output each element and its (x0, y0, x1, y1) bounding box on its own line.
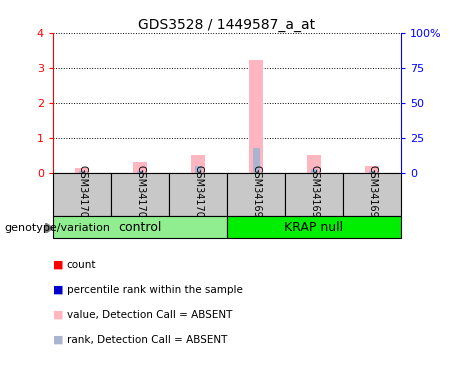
Text: rank, Detection Call = ABSENT: rank, Detection Call = ABSENT (67, 335, 227, 345)
Bar (78, 171, 85, 172)
Text: GSM341698: GSM341698 (309, 165, 319, 224)
Bar (343, 172, 401, 216)
Bar (53, 172, 111, 216)
Bar (53, 216, 227, 238)
Bar (249, 60, 263, 172)
Polygon shape (45, 223, 53, 233)
Bar (195, 166, 201, 172)
Text: percentile rank within the sample: percentile rank within the sample (67, 285, 243, 295)
Bar (133, 162, 147, 172)
Bar (369, 171, 376, 172)
Text: GSM341700: GSM341700 (77, 165, 87, 224)
Bar (136, 171, 143, 172)
Bar (227, 172, 285, 216)
Bar (307, 155, 321, 172)
Bar (75, 168, 89, 172)
Text: GSM341702: GSM341702 (193, 165, 203, 224)
Text: GSM341697: GSM341697 (251, 165, 261, 224)
Text: value, Detection Call = ABSENT: value, Detection Call = ABSENT (67, 310, 232, 320)
Text: genotype/variation: genotype/variation (5, 223, 111, 233)
Bar (111, 172, 169, 216)
Bar (191, 155, 205, 172)
Text: GSM341699: GSM341699 (367, 165, 377, 224)
Text: count: count (67, 260, 96, 270)
Text: ■: ■ (53, 310, 64, 320)
Text: ■: ■ (53, 335, 64, 345)
Bar (365, 166, 379, 172)
Text: control: control (118, 221, 162, 233)
Text: ■: ■ (53, 285, 64, 295)
Text: ■: ■ (53, 260, 64, 270)
Bar (253, 148, 260, 172)
Text: KRAP null: KRAP null (284, 221, 343, 233)
Bar (169, 172, 227, 216)
Title: GDS3528 / 1449587_a_at: GDS3528 / 1449587_a_at (138, 18, 316, 31)
Bar (285, 172, 343, 216)
Text: GSM341701: GSM341701 (135, 165, 145, 224)
Bar (311, 169, 318, 172)
Bar (227, 216, 401, 238)
